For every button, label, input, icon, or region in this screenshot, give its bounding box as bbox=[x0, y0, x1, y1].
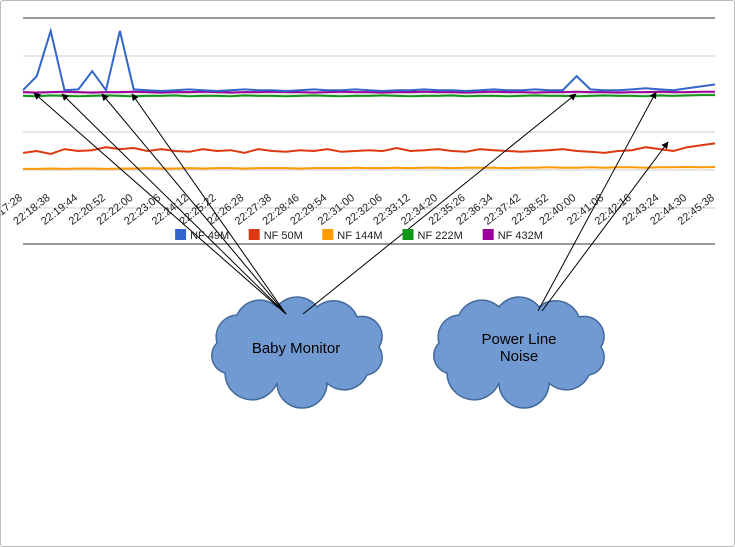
annotation: Power Line Noise bbox=[481, 331, 557, 365]
legend-swatch bbox=[175, 229, 187, 240]
annotation: Baby Monitor bbox=[251, 340, 341, 357]
legend-swatch bbox=[482, 229, 494, 240]
series-line bbox=[22, 142, 716, 156]
cloud bbox=[433, 296, 605, 409]
legend-swatch bbox=[402, 229, 414, 240]
legend-label: NF 432M bbox=[498, 230, 543, 242]
legend-swatch bbox=[248, 229, 260, 240]
legend-label: NF 50M bbox=[264, 230, 303, 242]
series-line bbox=[22, 90, 715, 94]
series-line bbox=[22, 27, 716, 93]
legend-label: NF 222M bbox=[418, 230, 463, 242]
series-line bbox=[23, 165, 716, 170]
legend-label: NF 144M bbox=[337, 230, 382, 242]
legend-label: NF 49M bbox=[190, 230, 229, 242]
cloud bbox=[211, 296, 383, 409]
legend-swatch bbox=[322, 229, 334, 240]
arrows bbox=[33, 91, 669, 315]
series-line bbox=[22, 94, 715, 98]
